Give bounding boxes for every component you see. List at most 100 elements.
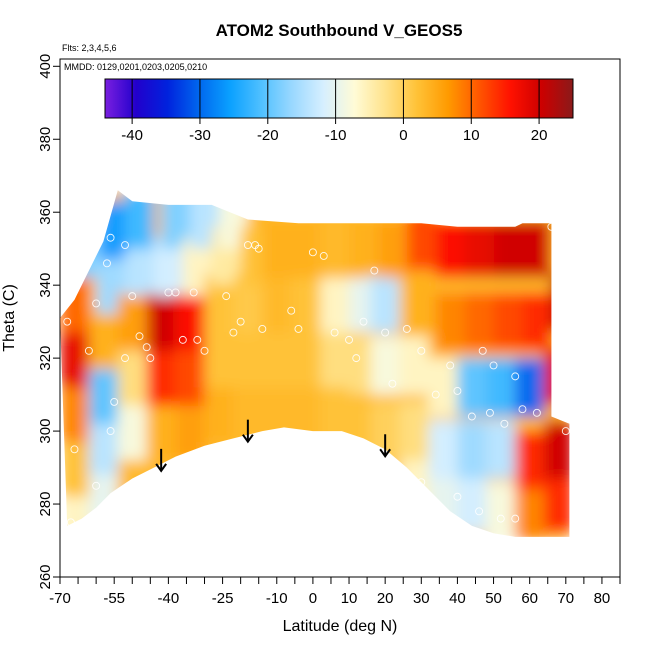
field-cell — [457, 358, 487, 417]
observation-point — [359, 317, 368, 326]
observation-point — [532, 408, 541, 417]
field-cell — [464, 219, 494, 278]
x-tick-label: 70 — [557, 590, 574, 607]
observation-point — [103, 259, 111, 268]
observation-point — [518, 405, 527, 414]
field-cell — [493, 219, 523, 278]
field-cell — [406, 274, 436, 333]
observation-point — [229, 328, 238, 337]
field-cell — [233, 328, 263, 388]
x-tick-label: 10 — [341, 590, 358, 607]
colorbar-tick-label: 0 — [399, 127, 407, 144]
field-cell — [399, 456, 429, 515]
x-tick-label: 80 — [594, 590, 611, 607]
field-cell — [175, 347, 205, 406]
field-cell — [204, 328, 234, 388]
field-cell — [175, 292, 205, 351]
field-cell — [515, 482, 545, 537]
field-cell — [377, 219, 407, 278]
observation-point — [121, 241, 129, 249]
observation-point — [222, 292, 231, 301]
field-cell — [457, 420, 487, 479]
observation-point — [142, 343, 151, 352]
x-tick-label: -25 — [212, 590, 234, 607]
field-cell — [175, 401, 205, 461]
x-tick-label: -40 — [158, 590, 180, 607]
observation-point — [287, 306, 296, 315]
field-cell — [146, 347, 176, 406]
y-tick-label: 320 — [37, 346, 54, 371]
field-cell — [544, 347, 570, 406]
field-cell — [406, 212, 436, 271]
observation-point — [171, 288, 180, 297]
x-tick-label: 20 — [377, 590, 394, 607]
x-tick-label: -10 — [266, 590, 288, 607]
observation-point — [431, 390, 440, 399]
y-axis: 260 280 300 320 340 360 380 400 — [37, 54, 60, 590]
observation-point — [496, 514, 505, 523]
observation-point — [417, 346, 426, 355]
field-cell — [522, 292, 552, 351]
colorbar: -40 -30 -20 -10 0 10 20 — [104, 78, 574, 144]
arrow-head — [155, 463, 167, 473]
chart-title: ATOM2 Southbound V_GEOS5 — [216, 21, 463, 40]
field-cell — [291, 328, 321, 388]
colorbar-tick-label: -30 — [189, 127, 211, 144]
field-cell — [486, 482, 516, 537]
colorbar-tick-label: -20 — [257, 127, 279, 144]
field-cell — [88, 416, 118, 475]
colorbar-tick-label: -40 — [121, 127, 143, 144]
observation-point — [92, 481, 101, 490]
y-tick-label: 380 — [37, 127, 54, 152]
y-tick-label: 280 — [37, 492, 54, 517]
field-cell — [515, 431, 545, 490]
observation-point — [547, 222, 556, 231]
field-cell — [428, 474, 458, 534]
heatmap-field — [60, 190, 570, 537]
observation-point — [110, 397, 119, 406]
field-cell — [291, 274, 321, 333]
field-cell — [262, 328, 292, 388]
observation-point — [189, 288, 198, 297]
field-cell — [544, 474, 570, 534]
observation-point — [511, 514, 520, 523]
field-cell — [60, 328, 89, 388]
observation-point — [135, 332, 144, 341]
observation-point — [561, 427, 570, 436]
y-tick-label: 340 — [37, 273, 54, 298]
observation-point — [381, 328, 390, 337]
field-cell — [320, 328, 350, 388]
x-tick-label: 0 — [309, 590, 317, 607]
x-axis-label: Latitude (deg N) — [283, 618, 398, 635]
field-cell — [399, 401, 429, 461]
arrow-head — [379, 448, 391, 458]
dates-subtitle: MMDD: 0129,0201,0203,0205,0210 — [64, 62, 207, 72]
field-cell — [88, 310, 118, 370]
observation-points — [63, 222, 570, 527]
field-cell — [370, 336, 400, 395]
observation-point — [70, 445, 79, 454]
field-cell — [291, 219, 321, 278]
observation-point — [475, 507, 484, 516]
field-cell — [522, 219, 552, 278]
x-tick-label: -70 — [49, 590, 71, 607]
field-cell — [262, 219, 292, 278]
observation-point — [178, 335, 187, 344]
field-cell — [370, 274, 400, 333]
field-cell — [320, 219, 350, 278]
observation-point — [308, 248, 317, 257]
observation-point — [106, 233, 115, 242]
observation-point — [294, 324, 303, 333]
observation-point — [236, 317, 245, 326]
field-cell — [60, 438, 89, 497]
field-cell — [399, 336, 429, 395]
field-cell — [117, 347, 147, 406]
observation-point — [258, 324, 267, 333]
field-cell — [117, 401, 147, 461]
observation-point — [319, 252, 328, 260]
x-tick-label: 30 — [413, 590, 430, 607]
x-tick-label: -55 — [103, 590, 125, 607]
field-cell — [544, 420, 570, 479]
colorbar-tick-label: 20 — [531, 127, 548, 144]
